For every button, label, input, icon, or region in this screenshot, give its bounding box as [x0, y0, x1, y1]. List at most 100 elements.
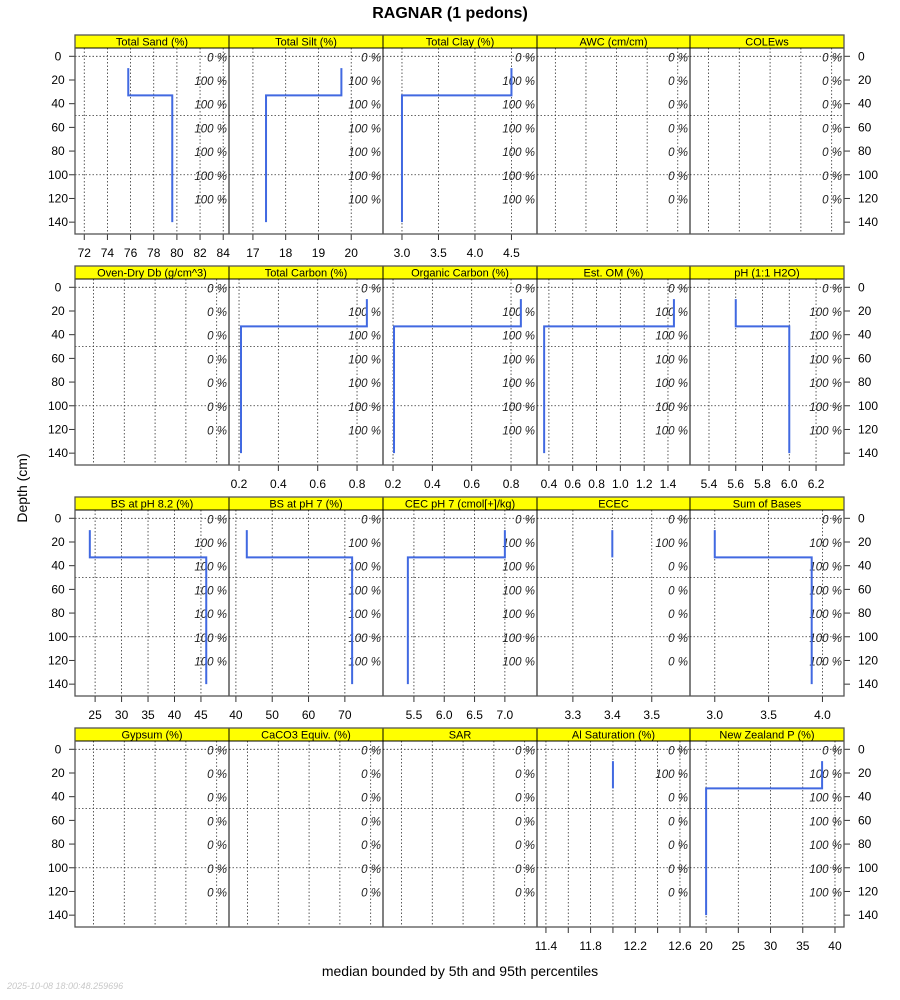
y-tick-label: 0 [55, 742, 62, 756]
strip-title: Total Clay (%) [426, 37, 494, 49]
percent-label: 0 % [515, 864, 535, 876]
x-tick-label: 0.8 [349, 477, 366, 491]
percent-label: 100 % [348, 562, 381, 574]
x-axis-label: median bounded by 5th and 95th percentil… [321, 963, 599, 979]
panel-bs-at-ph-8-2: BS at pH 8.2 (%) 0 % 100 % 100 % 100 % 100 % 1… [74, 496, 230, 722]
percent-label: 0 % [822, 514, 842, 526]
panel-organic-carbon: Organic Carbon (%) 0 % 100 % 100 % 100 % 100 … [382, 265, 538, 491]
median-profile-line [393, 299, 522, 454]
y-tick-label: 0 [55, 49, 62, 63]
y-tick-label: 100 [48, 168, 68, 182]
y-tick-label: 100 [858, 861, 878, 875]
percent-label: 0 % [207, 745, 227, 757]
percent-label: 100 % [502, 538, 535, 550]
x-tick-label: 5.6 [727, 477, 744, 491]
median-profile-line [400, 68, 513, 223]
panel-colews: COLEws 0 % 0 % 0 % 0 % 0 % 0 % 0 % [689, 34, 845, 235]
y-tick-label: 80 [51, 837, 65, 851]
percent-label: 0 % [668, 562, 688, 574]
y-tick-label: 80 [858, 375, 872, 389]
median-profile-line [245, 530, 354, 685]
y-tick-label: 60 [51, 582, 65, 596]
x-tick-label: 82 [193, 246, 207, 260]
y-tick-label: 80 [51, 375, 65, 389]
panel-ecec: ECEC 0 % 100 % 0 % 0 % 0 % 0 % 0 % 3.3 3.4 3.5 [536, 496, 691, 722]
row-frame [74, 265, 845, 466]
y-tick-label: 100 [858, 630, 878, 644]
panel-new-zealand-p: New Zealand P (%) 0 % 100 % 100 % 100 % 100 %… [689, 727, 845, 953]
x-tick-label: 60 [302, 708, 316, 722]
percent-label: 100 % [348, 425, 381, 437]
x-tick-label: 4.0 [814, 708, 831, 722]
panel-total-silt: Total Silt (%) 0 % 100 % 100 % 100 % 100 % 100… [228, 34, 384, 260]
y-tick-label: 60 [858, 813, 872, 827]
percent-label: 100 % [655, 769, 688, 781]
strip-title: pH (1:1 H2O) [734, 268, 799, 280]
percent-label: 100 % [348, 585, 381, 597]
x-tick-label: 0.4 [424, 477, 441, 491]
strip-title: Gypsum (%) [121, 730, 182, 742]
percent-label: 0 % [822, 100, 842, 112]
y-tick-label: 40 [51, 559, 65, 573]
x-tick-label: 20 [345, 246, 359, 260]
y-tick-label: 100 [858, 168, 878, 182]
row-frame [74, 727, 845, 928]
y-axis-label: Depth (cm) [14, 453, 30, 523]
panel-ph-1-1-h2o: pH (1:1 H2O) 0 % 100 % 100 % 100 % 100 % 100 %… [689, 265, 845, 491]
percent-label: 0 % [668, 52, 688, 64]
x-tick-label: 3.3 [565, 708, 582, 722]
y-tick-label: 140 [48, 908, 68, 922]
x-tick-label: 0.8 [503, 477, 520, 491]
strip-title: COLEws [745, 37, 789, 49]
percent-label: 100 % [809, 633, 842, 645]
y-tick-label: 40 [858, 790, 872, 804]
y-tick-label: 0 [55, 511, 62, 525]
strip-title: Total Sand (%) [116, 37, 188, 49]
y-tick-label: 0 [858, 511, 865, 525]
x-tick-label: 12.6 [668, 939, 692, 953]
percent-label: 100 % [809, 425, 842, 437]
percent-label: 100 % [502, 194, 535, 206]
x-tick-label: 0.6 [463, 477, 480, 491]
percent-label: 100 % [502, 100, 535, 112]
y-tick-label: 140 [858, 215, 878, 229]
percent-label: 0 % [668, 840, 688, 852]
y-tick-label: 60 [51, 120, 65, 134]
x-tick-label: 72 [78, 246, 92, 260]
median-profile-line [713, 530, 813, 685]
percent-label: 0 % [668, 745, 688, 757]
y-tick-label: 20 [51, 535, 65, 549]
x-tick-label: 70 [338, 708, 352, 722]
percent-label: 0 % [515, 283, 535, 295]
y-tick-label: 0 [858, 49, 865, 63]
percent-label: 100 % [809, 585, 842, 597]
panel-cec-ph-7-cmol-kg: CEC pH 7 (cmol[+]/kg)0 % 100 % 100 % 100 % 1… [382, 496, 538, 722]
percent-label: 100 % [809, 840, 842, 852]
percent-label: 100 % [502, 171, 535, 183]
percent-label: 100 % [809, 307, 842, 319]
strip-title: Organic Carbon (%) [411, 268, 509, 280]
percent-label: 100 % [655, 538, 688, 550]
x-tick-label: 17 [246, 246, 260, 260]
panel-total-clay: Total Clay (%) 0 % 100 % 100 % 100 % 100 % 100… [382, 34, 538, 260]
y-tick-label: 140 [48, 677, 68, 691]
panel-sar: SAR 0 % 0 % 0 % 0 % 0 % 0 % 0 % [382, 727, 538, 928]
percent-label: 0 % [515, 816, 535, 828]
y-tick-label: 80 [51, 606, 65, 620]
x-tick-label: 0.6 [564, 477, 581, 491]
median-profile-line [265, 68, 343, 223]
percent-label: 100 % [194, 585, 227, 597]
percent-label: 0 % [361, 769, 381, 781]
percent-label: 100 % [809, 402, 842, 414]
percent-label: 100 % [655, 378, 688, 390]
percent-label: 100 % [348, 123, 381, 135]
percent-label: 100 % [502, 307, 535, 319]
x-tick-label: 6.0 [781, 477, 798, 491]
x-tick-label: 35 [796, 939, 810, 953]
percent-label: 0 % [668, 514, 688, 526]
percent-label: 0 % [668, 194, 688, 206]
percent-label: 100 % [348, 307, 381, 319]
y-tick-label: 80 [51, 144, 65, 158]
percent-label: 100 % [348, 171, 381, 183]
